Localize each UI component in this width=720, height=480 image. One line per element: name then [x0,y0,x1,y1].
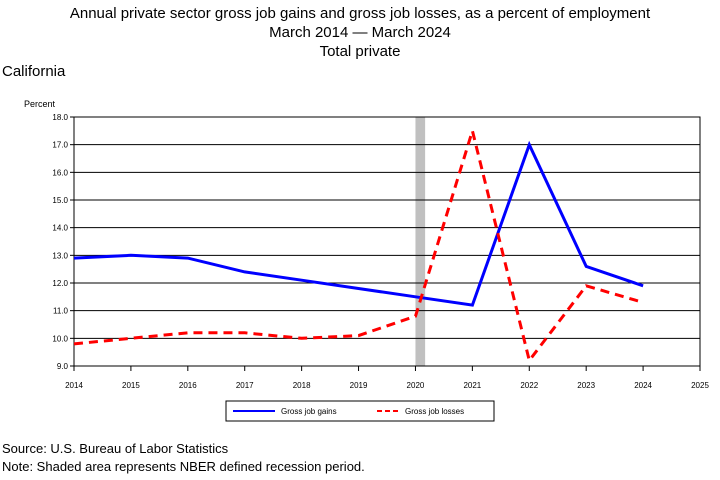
x-tick-label: 2016 [179,381,197,390]
legend: Gross job gains Gross job losses [225,400,495,422]
region-label: California [2,63,66,80]
x-tick-label: 2015 [122,381,140,390]
x-tick-label: 2024 [634,381,652,390]
y-tick-label: 16.0 [52,168,68,177]
y-tick-label: 17.0 [52,141,68,150]
x-tick-label: 2014 [65,381,83,390]
recession-shade [415,117,426,366]
x-tick-label: 2019 [350,381,368,390]
series-layer [73,125,644,364]
y-tick-label: 13.0 [52,251,68,260]
source-note: Source: U.S. Bureau of Labor Statistics [2,441,229,456]
chart-series-label: Total private [319,43,401,60]
x-tick-label: 2017 [236,381,254,390]
y-tick-label: 9.0 [57,362,69,371]
axis-layer: 9.0 10.0 11.0 12.0 13.0 14.0 15.0 16.0 17.0 18.0 2… [52,113,709,390]
y-tick-label: 11.0 [53,307,69,316]
x-tick-label: 2021 [463,381,481,390]
y-tick-label: 10.0 [52,334,68,343]
plot-frame [73,116,701,367]
y-tick-label: 18.0 [52,113,68,122]
legend-label-gross-job-losses: Gross job losses [405,407,464,416]
y-axis-label: Percent [24,99,56,109]
recession-note: Note: Shaded area represents NBER define… [2,459,365,474]
chart-date-range: March 2014 — March 2024 [269,24,451,41]
x-tick-label: 2020 [407,381,425,390]
y-tick-label: 12.0 [52,279,68,288]
gross-job-gains-line [73,140,644,307]
y-tick-label: 15.0 [52,196,68,205]
x-tick-label: 2022 [520,381,538,390]
chart-title: Annual private sector gross job gains an… [69,5,651,22]
legend-box [225,400,495,422]
grid-layer [74,116,700,367]
recession-layer [415,117,426,366]
x-tick-label: 2025 [691,381,709,390]
chart-title-block: Annual private sector gross job gains an… [0,4,720,61]
legend-label-gross-job-gains: Gross job gains [281,407,337,416]
gross-job-losses-line [73,125,644,364]
x-tick-label: 2023 [577,381,595,390]
y-tick-label: 14.0 [52,224,68,233]
x-tick-label: 2018 [293,381,311,390]
